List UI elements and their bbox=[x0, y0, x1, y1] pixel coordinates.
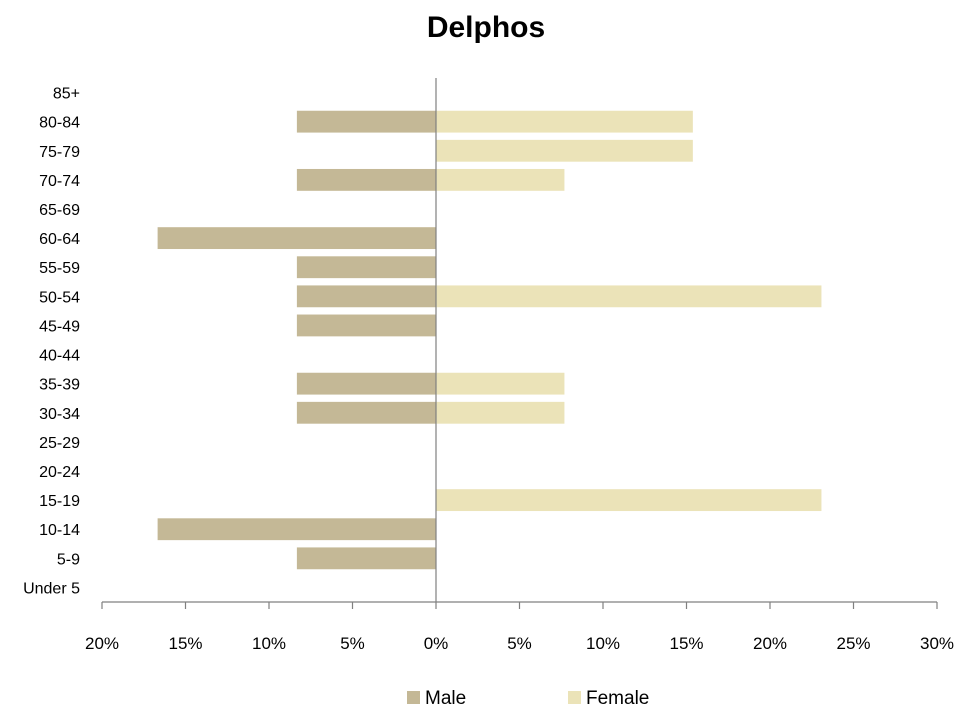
x-tick-label: 15% bbox=[168, 634, 202, 653]
category-label: 55-59 bbox=[39, 260, 80, 277]
legend-label-male: Male bbox=[425, 688, 466, 709]
category-label: 10-14 bbox=[39, 522, 80, 539]
category-label: 60-64 bbox=[39, 231, 80, 248]
bar-male-80-84 bbox=[296, 110, 436, 133]
x-tick-label: 20% bbox=[753, 634, 787, 653]
legend-swatch-male bbox=[407, 691, 420, 704]
category-label: 45-49 bbox=[39, 318, 80, 335]
bar-male-5-9 bbox=[296, 547, 436, 570]
x-tick-label: 5% bbox=[507, 634, 532, 653]
x-tick-label: 5% bbox=[340, 634, 365, 653]
x-tick-label: 30% bbox=[920, 634, 954, 653]
legend: Male Female bbox=[407, 688, 649, 709]
chart-title: Delphos bbox=[427, 11, 545, 44]
bar-female-50-54 bbox=[436, 285, 822, 308]
category-label: 65-69 bbox=[39, 202, 80, 219]
bars-layer bbox=[157, 110, 822, 570]
x-tick-label: 20% bbox=[85, 634, 119, 653]
category-label: 15-19 bbox=[39, 493, 80, 510]
bar-male-55-59 bbox=[296, 256, 436, 279]
bar-male-60-64 bbox=[157, 227, 436, 250]
legend-swatch-female bbox=[568, 691, 581, 704]
category-label: 75-79 bbox=[39, 144, 80, 161]
bar-female-70-74 bbox=[436, 168, 565, 191]
bar-female-30-34 bbox=[436, 401, 565, 424]
category-label: 40-44 bbox=[39, 348, 80, 365]
axes-layer bbox=[101, 78, 938, 609]
legend-label-female: Female bbox=[586, 688, 649, 709]
bar-female-80-84 bbox=[436, 110, 693, 133]
x-tick-label: 10% bbox=[586, 634, 620, 653]
bar-male-45-49 bbox=[296, 314, 436, 337]
bar-female-15-19 bbox=[436, 489, 822, 512]
x-tick-label: 10% bbox=[252, 634, 286, 653]
bar-male-30-34 bbox=[296, 401, 436, 424]
bar-male-70-74 bbox=[296, 168, 436, 191]
category-label: 80-84 bbox=[39, 115, 80, 132]
category-label: 50-54 bbox=[39, 289, 80, 306]
bar-male-35-39 bbox=[296, 372, 436, 395]
category-label: 5-9 bbox=[57, 551, 80, 568]
bar-male-50-54 bbox=[296, 285, 436, 308]
category-label: 25-29 bbox=[39, 435, 80, 452]
category-label: Under 5 bbox=[23, 580, 80, 597]
x-tick-label: 15% bbox=[669, 634, 703, 653]
bar-female-75-79 bbox=[436, 139, 693, 162]
x-tick-label: 25% bbox=[836, 634, 870, 653]
category-label: 35-39 bbox=[39, 377, 80, 394]
category-labels: Under 5 5-9 10-14 15-19 20-24 25-29 30-34 35-39… bbox=[23, 86, 80, 598]
category-label: 20-24 bbox=[39, 464, 80, 481]
bar-male-10-14 bbox=[157, 518, 436, 541]
bar-female-35-39 bbox=[436, 372, 565, 395]
category-label: 85+ bbox=[53, 86, 80, 103]
x-tick-label: 0% bbox=[424, 634, 449, 653]
x-tick-labels: 20% 15% 10% 5% 0% 5% 10% 15% 20% 25% 30% bbox=[85, 634, 954, 653]
category-label: 70-74 bbox=[39, 173, 80, 190]
category-label: 30-34 bbox=[39, 406, 80, 423]
